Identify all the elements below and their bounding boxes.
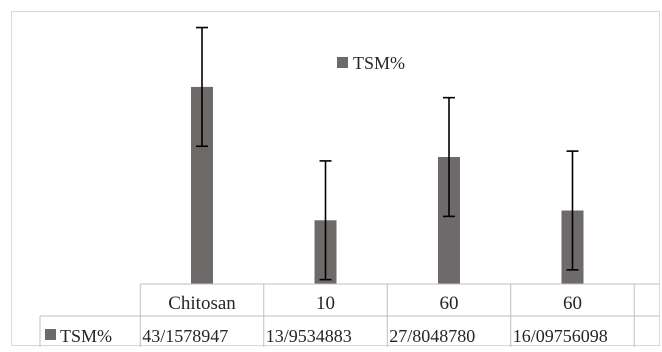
bar-0 (191, 86, 213, 285)
legend: TSM% (337, 53, 405, 73)
category-label-2: 60 (440, 293, 459, 314)
table-series-swatch (45, 329, 56, 340)
table-cell-3: 16/09756098 (513, 326, 608, 346)
table-cell-0: 43/1578947 (142, 326, 228, 346)
data-table: Chitosan 10 60 60 TSM% 43/1578947 13/9534883… (39, 283, 660, 347)
table-header-row: Chitosan 10 60 60 (168, 293, 582, 314)
table-grid-lines (39, 283, 660, 347)
table-row-label: TSM% (60, 326, 112, 346)
bar-2 (438, 157, 460, 284)
table-cell-1: 13/9534883 (266, 326, 352, 346)
legend-label: TSM% (353, 53, 405, 73)
chart-border (11, 11, 660, 346)
table-data-row: TSM% 43/1578947 13/9534883 27/8048780 16/09… (45, 326, 608, 346)
category-label-0: Chitosan (168, 293, 236, 314)
category-label-1: 10 (316, 293, 335, 314)
bars (191, 86, 584, 285)
table-cell-2: 27/8048780 (389, 326, 475, 346)
error-bars (196, 26, 579, 281)
legend-swatch (337, 57, 348, 68)
category-label-3: 60 (563, 293, 582, 314)
